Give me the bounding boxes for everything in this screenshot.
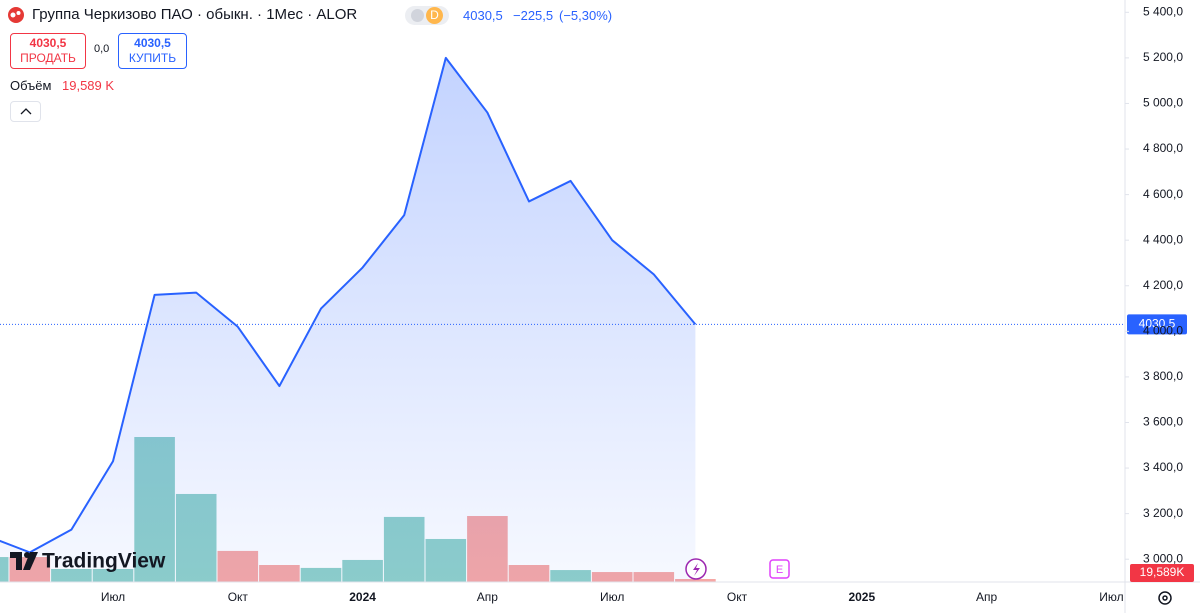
earnings-event[interactable]: E bbox=[769, 559, 790, 579]
y-tick-label: 4 400,0 bbox=[1143, 232, 1183, 246]
y-tick-label: 3 200,0 bbox=[1143, 506, 1183, 520]
x-tick-label: Апр bbox=[477, 590, 499, 604]
last-price-label: 4030,5 bbox=[1139, 317, 1176, 331]
y-tick-label: 5 200,0 bbox=[1143, 50, 1183, 64]
x-tick-label: Июл bbox=[600, 590, 624, 604]
branding: TradingView bbox=[42, 550, 166, 573]
symbol-logo bbox=[8, 7, 24, 23]
y-tick-label: 4 000,0 bbox=[1143, 324, 1183, 338]
logo bbox=[10, 552, 38, 570]
x-tick-label: Июл bbox=[1099, 590, 1123, 604]
sell-price: 4030,5 bbox=[29, 36, 67, 50]
volume-box bbox=[1130, 564, 1194, 582]
x-tick-label: Окт bbox=[727, 590, 748, 604]
dividend-event[interactable] bbox=[685, 558, 707, 580]
change-pct: (−5,30%) bbox=[559, 8, 613, 23]
y-tick-label: 4 600,0 bbox=[1143, 187, 1183, 201]
price-line bbox=[0, 56, 697, 554]
y-tick-label: 3 600,0 bbox=[1143, 415, 1183, 429]
sell-button[interactable]: 4030,5 ПРОДАТЬ bbox=[10, 33, 86, 69]
change: −225,5 bbox=[513, 8, 554, 23]
buy-price: 4030,5 bbox=[134, 36, 171, 50]
buy-button[interactable]: 4030,5 КУПИТЬ bbox=[118, 33, 187, 69]
collapse-button[interactable] bbox=[10, 101, 41, 122]
y-tick-label: 5 000,0 bbox=[1143, 96, 1183, 110]
y-tick-label: 3 800,0 bbox=[1143, 369, 1183, 383]
y-tick-label: 4 800,0 bbox=[1143, 141, 1183, 155]
x-tick-label: Июл bbox=[101, 590, 125, 604]
settings-icon[interactable] bbox=[1158, 591, 1172, 605]
y-tick-label: 3 400,0 bbox=[1143, 460, 1183, 474]
badge-pill: D bbox=[405, 6, 449, 25]
price-area bbox=[0, 57, 696, 582]
volume-axis-label: 19,589K bbox=[1140, 565, 1185, 579]
volume-legend: 19,589 K bbox=[62, 78, 115, 93]
badge: D bbox=[426, 7, 443, 24]
x-tick-label: 2025 bbox=[848, 590, 875, 604]
spread: 0,0 bbox=[94, 43, 110, 55]
volume-title: Объём bbox=[10, 78, 52, 93]
x-tick-label: 2024 bbox=[349, 590, 376, 604]
x-tick-label: Апр bbox=[976, 590, 998, 604]
x-tick-label: Окт bbox=[228, 590, 249, 604]
y-tick-label: 3 000,0 bbox=[1143, 551, 1183, 565]
earnings-label: E bbox=[776, 564, 783, 576]
last-price-box bbox=[1127, 314, 1187, 335]
y-tick-label: 5 400,0 bbox=[1143, 4, 1183, 18]
chart-title: Группа Черкизово ПАО · обыкн. · 1Мес · A… bbox=[32, 6, 358, 23]
buy-label: КУПИТЬ bbox=[128, 51, 177, 65]
last-price: 4030,5 bbox=[463, 8, 503, 23]
sell-label: ПРОДАТЬ bbox=[20, 51, 76, 65]
y-tick-label: 4 200,0 bbox=[1143, 278, 1183, 292]
